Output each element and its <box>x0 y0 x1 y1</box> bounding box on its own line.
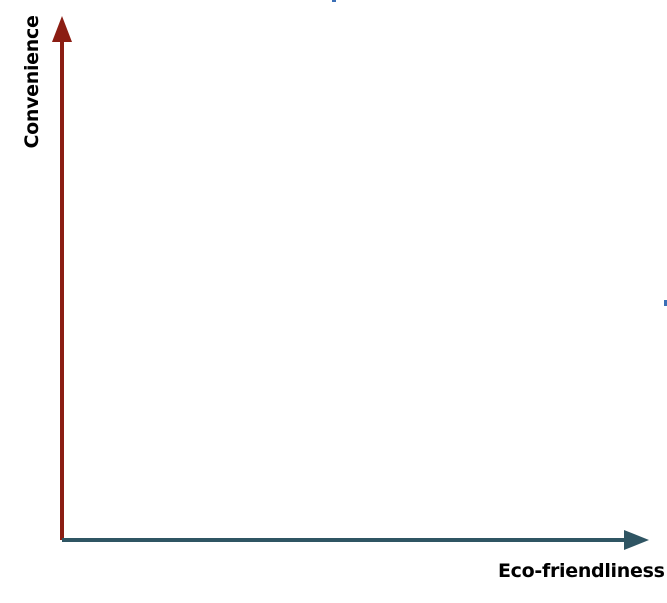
y-axis-label: Convenience <box>21 15 43 149</box>
x-axis-label: Eco-friendliness <box>498 560 665 582</box>
artifact-top <box>332 0 336 2</box>
artifact-right <box>664 300 667 306</box>
y-axis-arrowhead <box>52 16 72 42</box>
x-axis-arrowhead <box>624 530 649 550</box>
